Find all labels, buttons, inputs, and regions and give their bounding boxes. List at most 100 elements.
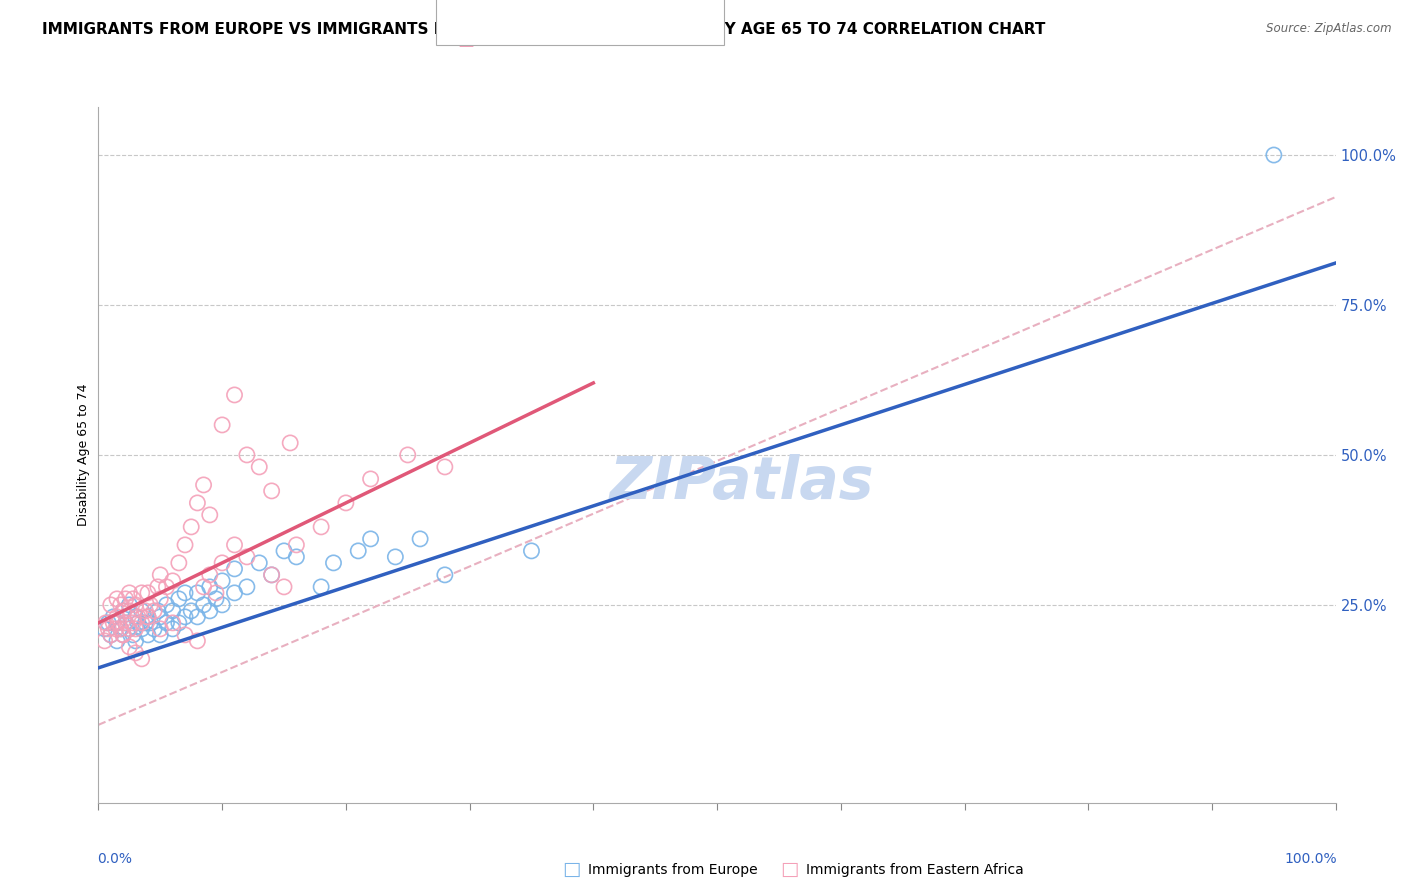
Point <box>134 604 156 618</box>
Point <box>149 567 172 582</box>
Point <box>260 483 283 498</box>
Point <box>103 610 125 624</box>
Text: Immigrants from Europe: Immigrants from Europe <box>588 863 758 877</box>
Point <box>105 633 128 648</box>
Text: ■: ■ <box>457 0 474 7</box>
Point <box>136 610 159 624</box>
Point <box>139 598 162 612</box>
Point <box>198 508 221 522</box>
Point <box>162 622 184 636</box>
Point <box>114 615 136 630</box>
Point <box>149 610 172 624</box>
Point <box>409 532 432 546</box>
Point <box>285 549 308 564</box>
Point <box>124 633 146 648</box>
Point <box>122 615 145 630</box>
Point <box>236 448 259 462</box>
Point <box>273 580 295 594</box>
Point <box>198 580 221 594</box>
Point <box>118 598 141 612</box>
Point <box>118 640 141 654</box>
Point <box>103 615 125 630</box>
Point <box>198 604 221 618</box>
Point <box>136 610 159 624</box>
Point <box>211 556 233 570</box>
Point <box>236 580 259 594</box>
Point <box>396 448 419 462</box>
Point <box>162 604 184 618</box>
Point <box>112 628 135 642</box>
Point <box>124 598 146 612</box>
Text: 71: 71 <box>595 31 614 46</box>
Point <box>433 567 456 582</box>
Point <box>112 628 135 642</box>
Point <box>131 586 153 600</box>
Point <box>198 567 221 582</box>
Point <box>211 574 233 588</box>
Point <box>124 610 146 624</box>
Point <box>107 615 129 630</box>
Point <box>211 417 233 432</box>
Point <box>260 567 283 582</box>
Point <box>224 388 246 402</box>
Point <box>174 538 197 552</box>
Point <box>131 604 153 618</box>
Point <box>186 586 208 600</box>
Point <box>110 622 132 636</box>
Point <box>335 496 357 510</box>
Point <box>110 622 132 636</box>
Point <box>105 591 128 606</box>
Point <box>174 610 197 624</box>
Point <box>162 615 184 630</box>
Point <box>384 549 406 564</box>
Point <box>186 610 208 624</box>
Y-axis label: Disability Age 65 to 74: Disability Age 65 to 74 <box>77 384 90 526</box>
Point <box>224 538 246 552</box>
Point <box>127 610 149 624</box>
Point <box>124 622 146 636</box>
Point <box>93 622 115 636</box>
Text: IMMIGRANTS FROM EUROPE VS IMMIGRANTS FROM EASTERN AFRICA DISABILITY AGE 65 TO 74: IMMIGRANTS FROM EUROPE VS IMMIGRANTS FRO… <box>42 22 1046 37</box>
Text: 0.0%: 0.0% <box>97 852 132 865</box>
Point <box>211 598 233 612</box>
Text: □: □ <box>780 860 799 880</box>
Point <box>155 615 177 630</box>
Point <box>97 615 120 630</box>
Text: 100.0%: 100.0% <box>1284 852 1337 865</box>
Text: R =: R = <box>479 0 510 4</box>
Point <box>93 633 115 648</box>
Point <box>149 628 172 642</box>
Point <box>360 472 382 486</box>
Point <box>205 591 228 606</box>
Text: 0.679: 0.679 <box>510 0 557 4</box>
Point <box>247 556 270 570</box>
Point <box>112 604 135 618</box>
Point <box>322 556 344 570</box>
Point <box>174 628 197 642</box>
Point <box>105 610 128 624</box>
Text: 0.491: 0.491 <box>510 31 557 46</box>
Point <box>520 544 543 558</box>
Point <box>224 586 246 600</box>
Text: Immigrants from Eastern Africa: Immigrants from Eastern Africa <box>806 863 1024 877</box>
Point <box>146 580 169 594</box>
Point <box>118 586 141 600</box>
Point <box>285 538 308 552</box>
Point <box>143 604 166 618</box>
Point <box>131 622 153 636</box>
Point <box>105 615 128 630</box>
Point <box>193 580 215 594</box>
Point <box>136 610 159 624</box>
Point <box>167 615 190 630</box>
Point <box>118 622 141 636</box>
Point <box>360 532 382 546</box>
Point <box>118 604 141 618</box>
Point <box>118 622 141 636</box>
Point <box>122 591 145 606</box>
Point <box>139 615 162 630</box>
Point <box>149 622 172 636</box>
Point <box>134 615 156 630</box>
Point <box>149 591 172 606</box>
Point <box>122 628 145 642</box>
Text: N =: N = <box>555 31 598 46</box>
